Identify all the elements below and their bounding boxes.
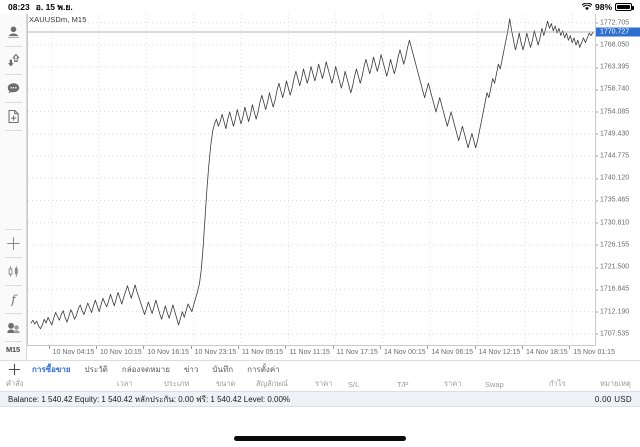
timeframe-button[interactable]: M15 (6, 345, 20, 354)
price-tick-12: 1716.845 (596, 286, 629, 293)
price-tick-2: 1763.395 (596, 64, 629, 71)
time-tick-9: 14 Nov 12:15 (474, 346, 521, 356)
price-tick-11: 1721.500 (596, 264, 629, 271)
rail-divider (4, 341, 22, 342)
price-tick-3: 1758.740 (596, 86, 629, 93)
chart-tool-rail: f M15 (0, 14, 27, 360)
price-tick-1: 1768.050 (596, 41, 629, 48)
price-tick-8: 1735.465 (596, 197, 629, 204)
column-header-1[interactable]: เวลา (117, 379, 133, 388)
rail-divider (4, 102, 22, 103)
tab-0[interactable]: การซื้อขาย (32, 364, 71, 374)
column-header-11[interactable]: หมายเหตุ (600, 379, 631, 388)
chart-area[interactable]: XAUUSDm, M15 1772.705 1768.050 1763.395 175… (27, 14, 640, 360)
tab-list: การซื้อขาย ประวัติ กล่องจดหมาย ข่าว บันทึก กา… (25, 361, 287, 378)
status-bar-right: 98% (581, 2, 634, 12)
svg-text:f: f (10, 293, 18, 307)
time-tick-5: 11 Nov 11:15 (285, 346, 330, 356)
chart-symbol-label: XAUUSDm, M15 (29, 15, 87, 24)
column-header-0[interactable]: คำสั่ง (6, 379, 24, 388)
ios-status-bar: 08:23 อ. 15 พ.ย. 98% (0, 0, 640, 14)
column-header-6[interactable]: S/L (348, 379, 360, 389)
time-scale[interactable]: 10 Nov 04:15 10 Nov 10:15 10 Nov 16:15 10 N… (27, 346, 615, 360)
tab-2[interactable]: กล่องจดหมาย (121, 364, 170, 374)
crosshair-icon[interactable] (0, 230, 27, 257)
current-price-badge: 1770.727 (596, 27, 640, 37)
rail-divider (4, 257, 22, 258)
account-summary-text: Balance: 1 540.42 Equity: 1 540.42 หลักป… (8, 394, 291, 404)
tab-4[interactable]: บันทึก (212, 364, 234, 374)
objects-icon[interactable] (0, 314, 27, 341)
chat-icon[interactable] (0, 75, 27, 102)
time-tick-0: 10 Nov 04:15 (48, 346, 95, 356)
status-bar-date: อ. 15 พ.ย. (35, 2, 73, 12)
status-bar-time: 08:23 (8, 2, 30, 12)
battery-icon (615, 3, 634, 11)
price-line-chart (28, 14, 595, 345)
column-header-2[interactable]: ประเภท (164, 379, 190, 388)
rail-bottom-group: f M15 (0, 229, 27, 360)
indicator-function-icon[interactable]: f (0, 286, 27, 313)
bottom-tab-bar: การซื้อขาย ประวัติ กล่องจดหมาย ข่าว บันทึก กา… (0, 360, 640, 377)
time-tick-4: 11 Nov 05:15 (237, 346, 284, 356)
candlestick-icon[interactable] (0, 258, 27, 285)
column-header-8[interactable]: ราคา (444, 379, 462, 388)
column-header-7[interactable]: T/P (397, 379, 409, 389)
total-profit-value: 0.00 USD (594, 394, 632, 404)
add-tab-button[interactable] (3, 361, 25, 378)
time-tick-11: 15 Nov 01:15 (569, 346, 615, 356)
price-tick-0: 1772.705 (596, 19, 629, 26)
price-tick-14: 1707.535 (596, 330, 629, 337)
time-tick-1: 10 Nov 10:15 (96, 346, 142, 356)
price-tick-9: 1730.810 (596, 219, 629, 226)
price-scale[interactable]: 1772.705 1768.050 1763.395 1758.740 1754.085… (595, 14, 640, 346)
ios-home-indicator[interactable] (234, 436, 406, 441)
time-tick-10: 14 Nov 18:15 (522, 346, 568, 356)
time-tick-8: 14 Nov 06:15 (427, 346, 473, 356)
price-tick-5: 1749.430 (596, 130, 629, 137)
new-chart-icon[interactable] (0, 103, 27, 130)
time-tick-2: 10 Nov 16:15 (143, 346, 189, 356)
rail-divider (4, 46, 22, 47)
price-tick-7: 1740.120 (596, 175, 629, 182)
rail-divider (4, 285, 22, 286)
price-tick-10: 1726.155 (596, 241, 629, 248)
column-header-10[interactable]: กำไร (549, 379, 566, 388)
rail-divider (4, 130, 22, 131)
wifi-icon (581, 2, 593, 11)
time-tick-6: 11 Nov 17:15 (332, 346, 378, 356)
rail-top-group (0, 14, 27, 131)
account-icon[interactable] (0, 19, 27, 46)
column-header-4[interactable]: สัญลักษณ์ (256, 379, 289, 388)
positions-empty-pane (0, 407, 640, 447)
time-tick-3: 10 Nov 23:15 (190, 346, 237, 356)
rail-divider (4, 229, 22, 230)
tab-1[interactable]: ประวัติ (84, 364, 108, 374)
status-bar-left: 08:23 อ. 15 พ.ย. (8, 0, 73, 14)
rail-divider (4, 313, 22, 314)
price-tick-4: 1754.085 (596, 108, 629, 115)
trade-arrows-icon[interactable] (0, 47, 27, 74)
price-tick-13: 1712.190 (596, 308, 629, 315)
positions-table-header: คำสั่ง เวลา ประเภท ขนาด สัญลักษณ์ ราคา S/L T/P ร… (0, 377, 640, 391)
price-tick-6: 1744.775 (596, 152, 629, 159)
account-summary-bar: Balance: 1 540.42 Equity: 1 540.42 หลักป… (0, 391, 640, 407)
rail-divider (4, 74, 22, 75)
column-header-3[interactable]: ขนาด (216, 379, 236, 388)
battery-percent-label: 98% (594, 2, 612, 12)
time-tick-7: 14 Nov 00:15 (380, 346, 426, 356)
tab-3[interactable]: ข่าว (183, 364, 199, 374)
column-header-9[interactable]: Swap (485, 379, 504, 389)
tab-5[interactable]: การตั้งค่า (247, 364, 280, 374)
column-header-5[interactable]: ราคา (315, 379, 333, 388)
chart-plot[interactable] (27, 14, 595, 346)
